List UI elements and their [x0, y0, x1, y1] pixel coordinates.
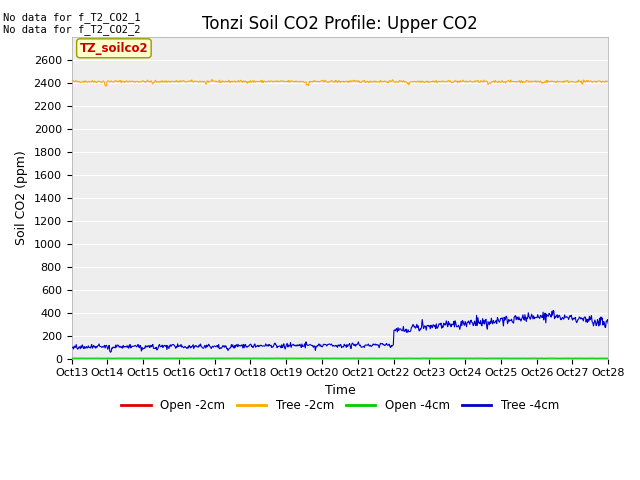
Legend: Open -2cm, Tree -2cm, Open -4cm, Tree -4cm: Open -2cm, Tree -2cm, Open -4cm, Tree -4…	[116, 395, 563, 417]
X-axis label: Time: Time	[324, 384, 355, 397]
Text: No data for f_T2_CO2_1: No data for f_T2_CO2_1	[3, 12, 141, 23]
Text: TZ_soilco2: TZ_soilco2	[79, 42, 148, 55]
Y-axis label: Soil CO2 (ppm): Soil CO2 (ppm)	[15, 151, 28, 245]
Text: No data for f_T2_CO2_2: No data for f_T2_CO2_2	[3, 24, 141, 35]
Title: Tonzi Soil CO2 Profile: Upper CO2: Tonzi Soil CO2 Profile: Upper CO2	[202, 15, 478, 33]
